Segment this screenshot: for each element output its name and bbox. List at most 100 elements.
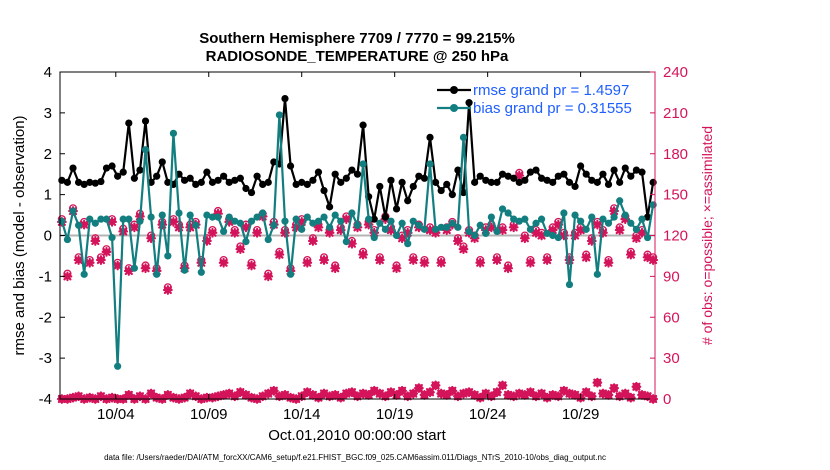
rmse-point-58 [381,213,389,221]
rmse-point-103 [632,166,641,174]
obs-low-assimilated-marker-31 [229,391,240,402]
obs-assimilated-marker-86 [536,230,547,241]
obs-assimilated-marker-62 [402,227,413,238]
obs-low-assimilated-marker-9 [107,392,117,403]
obs-low-assimilated-marker-40 [280,390,290,400]
obs-assimilated-marker-43 [296,216,307,227]
legend-bias-label: bias grand pr = 0.31555 [473,100,632,117]
rmse-point-22 [180,176,189,184]
rmse-point-92 [571,182,579,191]
y-tick-label-right: 60 [663,309,680,326]
bias-point-39 [275,111,284,119]
bias-point-34 [247,217,256,225]
chart-subtitle: RADIOSONDE_TEMPERATURE @ 250 hPa [206,48,509,65]
obs-low-assimilated-marker-24 [190,391,201,402]
obs-low-assimilated-marker-75 [475,392,486,403]
bias-point-23 [186,211,194,219]
rmse-point-99 [610,166,618,174]
rmse-point-3 [74,178,83,186]
bias-point-5 [86,215,94,223]
obs-low-assimilated-marker-28 [213,391,223,402]
obs-low-assimilated-marker-84 [525,387,536,398]
bias-point-104 [638,215,646,223]
bias-point-90 [560,209,568,217]
bias-point-92 [571,211,579,219]
rmse-point-63 [409,182,417,191]
bias-point-86 [537,215,546,223]
obs-assimilated-marker-3 [73,255,84,265]
rmse-point-90 [560,170,568,178]
bias-point-21 [175,209,183,217]
obs-low-assimilated-marker-69 [441,390,452,400]
bias-point-83 [521,215,529,223]
rmse-point-45 [309,176,317,184]
obs-low-assimilated-marker-14 [135,391,145,402]
obs-assimilated-marker-21 [174,222,184,233]
bias-point-37 [264,235,272,244]
bias-point-97 [599,215,607,223]
obs-low-assimilated-marker-97 [598,388,608,399]
obs-assimilated-marker-19 [162,285,173,295]
bias-point-55 [365,215,373,223]
obs-assimilated-marker-40 [280,227,290,238]
bias-point-102 [627,219,635,227]
bias-point-105 [643,233,652,242]
obs-low-assimilated-marker-67 [430,380,441,391]
legend-rmse-marker [450,86,458,94]
obs-low-assimilated-marker-58 [380,391,391,402]
obs-assimilated-marker-84 [525,257,536,268]
obs-assimilated-marker-57 [374,255,385,265]
obs-assimilated-marker-47 [319,255,329,265]
rmse-point-50 [337,178,345,186]
obs-assimilated-marker-83 [519,233,530,244]
y-tick-label-right: 90 [663,268,680,285]
obs-assimilated-marker-33 [241,222,251,233]
bias-point-71 [454,223,462,231]
y-tick-label-right: 210 [663,105,688,122]
bias-point-8 [102,215,111,223]
obs-assimilated-marker-16 [146,233,157,244]
y-tick-label-right: 120 [663,228,688,245]
bias-point-30 [225,213,233,221]
obs-low-assimilated-marker-12 [123,390,134,400]
rmse-point-95 [588,176,596,184]
rmse-point-94 [582,170,590,178]
obs-assimilated-marker-7 [96,255,106,265]
bias-point-53 [353,221,362,229]
obs-low-assimilated-marker-59 [386,387,396,398]
bias-point-10 [114,362,122,370]
bias-point-75 [476,221,484,229]
bias-point-24 [192,221,200,229]
bias-point-85 [532,219,540,227]
obs-low-assimilated-marker-72 [458,388,469,399]
obs-low-assimilated-marker-103 [631,381,642,392]
rmse-point-84 [526,168,535,176]
obs-low-assimilated-marker-66 [425,387,435,398]
obs-assimilated-marker-32 [235,244,246,255]
rmse-point-37 [264,178,272,186]
obs-low-assimilated-marker-64 [413,383,424,394]
obs-low-assimilated-marker-38 [268,385,279,396]
obs-low-assimilated-marker-33 [241,390,251,400]
obs-low-assimilated-marker-86 [536,388,547,399]
bias-point-0 [58,217,66,225]
y-tick-label-left: 4 [44,64,52,81]
obs-low-assimilated-marker-60 [391,390,402,400]
obs-low-assimilated-marker-36 [257,391,268,402]
rmse-point-65 [420,174,429,182]
obs-assimilated-marker-46 [313,222,324,233]
bias-point-62 [404,240,412,248]
obs-assimilated-marker-51 [341,214,352,225]
obs-low-assimilated-marker-94 [581,387,592,398]
obs-assimilated-marker-105 [642,252,653,263]
obs-low-assimilated-marker-92 [570,390,580,400]
obs-assimilated-marker-85 [531,227,541,238]
rmse-point-89 [554,172,562,180]
bias-point-82 [515,217,523,225]
rmse-point-29 [220,172,228,180]
bias-point-48 [326,223,334,231]
rmse-point-23 [186,174,194,182]
rmse-point-79 [498,170,507,178]
bias-point-56 [370,233,378,242]
y-tick-label-right: 150 [663,187,688,204]
